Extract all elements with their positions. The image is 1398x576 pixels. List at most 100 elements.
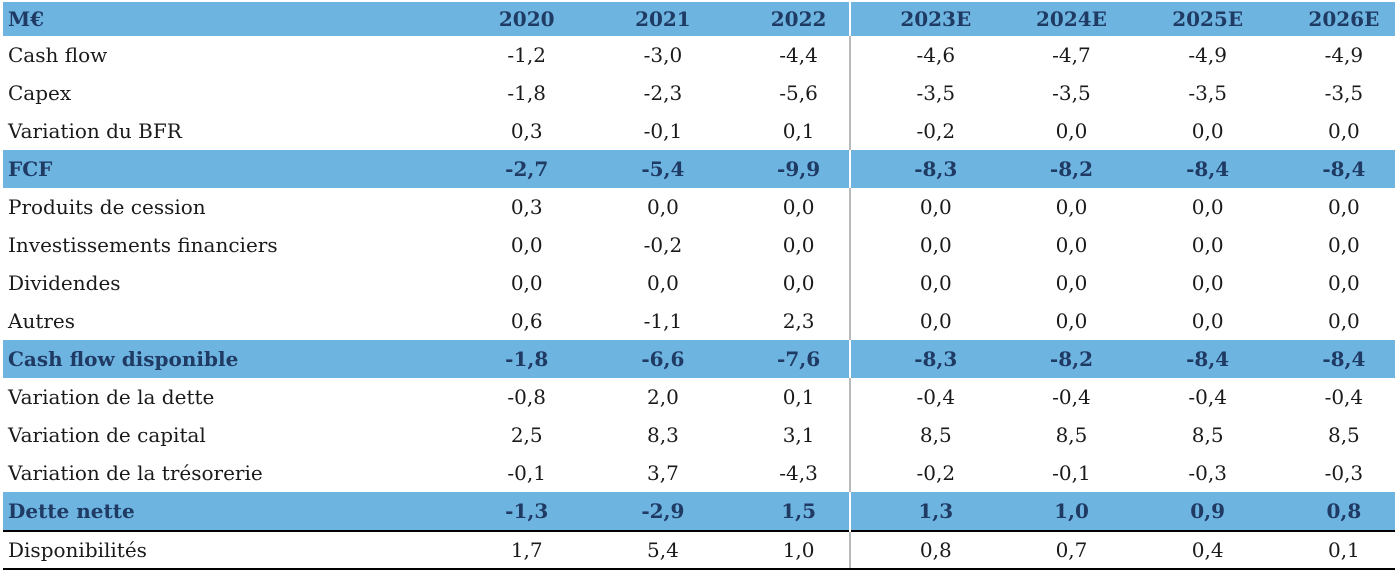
row-label: Investissements financiers	[8, 233, 278, 257]
value-cell: 0,0	[1327, 309, 1360, 333]
value-cell: 0,8	[849, 530, 987, 570]
year-header: 2025E	[1122, 2, 1259, 36]
year-header: 2023E	[849, 2, 987, 36]
row-label: Cash flow disponible	[3, 340, 442, 378]
value-cell: -0,4	[849, 378, 987, 416]
value-cell: 2,5	[510, 423, 543, 447]
value-cell: -1,1	[643, 309, 683, 333]
value-cell: -1,8	[441, 340, 578, 378]
value-cell: 0,0	[1055, 309, 1088, 333]
row-label: Dette nette	[3, 492, 442, 531]
value-cell: 1,0	[986, 492, 1123, 531]
value-cell: 0,0	[1055, 271, 1088, 295]
value-cell: 0,7	[986, 530, 1123, 570]
value-cell: -0,2	[643, 233, 683, 257]
value-cell: 0,0	[510, 271, 543, 295]
row-label: Cash flow	[8, 43, 108, 67]
value-cell: 0,0	[1191, 271, 1224, 295]
value-cell: 2,3	[782, 309, 815, 333]
value-cell: -0,2	[849, 454, 987, 492]
value-cell: -3,5	[1188, 81, 1227, 105]
value-cell: 0,1	[782, 119, 815, 143]
row-label: Dividendes	[8, 271, 121, 295]
table-row: Variation de la trésorerie -0,1 3,7 -4,3 -0,…	[3, 454, 1395, 492]
value-cell: -4,6	[849, 36, 987, 74]
value-cell: 0,0	[647, 195, 679, 219]
value-cell: -8,2	[986, 150, 1123, 188]
value-cell: -0,4	[1052, 385, 1091, 409]
value-cell: 3,7	[647, 461, 679, 485]
cash-flow-table: M€ 2020 2021 2022 2023E 2024E 2025E 2026…	[3, 2, 1395, 570]
value-cell: 0,0	[1327, 195, 1360, 219]
table-row-subtotal: Dette nette -1,3 -2,9 1,5 1,3 1,0 0,9 0,8	[3, 492, 1395, 531]
value-cell: 0,0	[1191, 195, 1224, 219]
value-cell: -0,1	[643, 119, 683, 143]
value-cell: 0,0	[1055, 119, 1088, 143]
value-cell: 1,0	[714, 530, 851, 570]
value-cell: 1,3	[849, 492, 987, 531]
value-cell: 0,3	[510, 195, 543, 219]
row-label: Variation du BFR	[8, 119, 182, 143]
value-cell: 0,0	[849, 302, 987, 340]
row-label: Autres	[8, 309, 76, 333]
year-header: 2020	[441, 2, 578, 36]
value-cell: -3,5	[1324, 81, 1364, 105]
value-cell: 8,5	[1191, 423, 1224, 447]
value-cell: 1,5	[714, 492, 851, 531]
table-row: Produits de cession 0,3 0,0 0,0 0,0 0,0 0,0 0,0	[3, 188, 1395, 226]
value-cell: -2,9	[577, 492, 714, 531]
value-cell: 8,5	[1055, 423, 1088, 447]
value-cell: 0,8	[1258, 492, 1395, 531]
value-cell: -1,8	[507, 81, 546, 105]
table-header-row: M€ 2020 2021 2022 2023E 2024E 2025E 2026…	[3, 2, 1395, 36]
value-cell: -4,7	[1052, 43, 1091, 67]
value-cell: -6,6	[577, 340, 714, 378]
row-label: Variation de capital	[8, 423, 206, 447]
value-cell: -8,3	[849, 150, 987, 188]
table-row-subtotal: FCF -2,7 -5,4 -9,9 -8,3 -8,2 -8,4 -8,4	[3, 150, 1395, 188]
value-cell: -5,6	[779, 81, 818, 105]
value-cell: 0,0	[849, 188, 987, 226]
value-cell: 8,5	[1327, 423, 1360, 447]
value-cell: 0,0	[1191, 119, 1224, 143]
value-cell: 1,7	[441, 530, 578, 570]
value-cell: -2,3	[643, 81, 683, 105]
value-cell: 8,5	[849, 416, 987, 454]
value-cell: 0,3	[510, 119, 543, 143]
unit-label: M€	[3, 2, 442, 36]
value-cell: 5,4	[577, 530, 714, 570]
value-cell: 0,0	[849, 226, 987, 264]
value-cell: -5,4	[577, 150, 714, 188]
value-cell: -4,9	[1324, 43, 1364, 67]
row-label: Disponibilités	[3, 530, 442, 570]
value-cell: -7,6	[714, 340, 851, 378]
value-cell: 0,4	[1122, 530, 1259, 570]
row-label: Produits de cession	[8, 195, 206, 219]
row-label: Variation de la dette	[8, 385, 215, 409]
year-header: 2022	[714, 2, 851, 36]
table-row: Disponibilités 1,7 5,4 1,0 0,8 0,7 0,4 0,1	[3, 530, 1395, 570]
table-row: Variation de la dette -0,8 2,0 0,1 -0,4 -0,4 -…	[3, 378, 1395, 416]
cash-flow-table-container: M€ 2020 2021 2022 2023E 2024E 2025E 2026…	[3, 2, 1395, 570]
value-cell: 0,1	[782, 385, 815, 409]
value-cell: -0,4	[1324, 385, 1364, 409]
table-row: Autres 0,6 -1,1 2,3 0,0 0,0 0,0 0,0	[3, 302, 1395, 340]
value-cell: -8,4	[1258, 340, 1395, 378]
value-cell: 0,1	[1258, 530, 1395, 570]
value-cell: -8,3	[849, 340, 987, 378]
table-row: Variation du BFR 0,3 -0,1 0,1 -0,2 0,0 0,0 0,0	[3, 112, 1395, 150]
value-cell: -0,1	[1052, 461, 1091, 485]
table-body: Cash flow -1,2 -3,0 -4,4 -4,6 -4,7 -4,9 -4,9 Cap…	[3, 36, 1395, 570]
value-cell: 0,0	[782, 271, 815, 295]
value-cell: 0,0	[1191, 233, 1224, 257]
value-cell: 0,9	[1122, 492, 1259, 531]
year-header: 2024E	[986, 2, 1123, 36]
value-cell: 8,3	[647, 423, 679, 447]
value-cell: 0,0	[1055, 195, 1088, 219]
value-cell: 0,0	[647, 271, 679, 295]
value-cell: 0,0	[510, 233, 543, 257]
year-header: 2026E	[1258, 2, 1395, 36]
value-cell: 0,6	[510, 309, 543, 333]
value-cell: 0,0	[1327, 233, 1360, 257]
value-cell: 0,0	[782, 233, 815, 257]
